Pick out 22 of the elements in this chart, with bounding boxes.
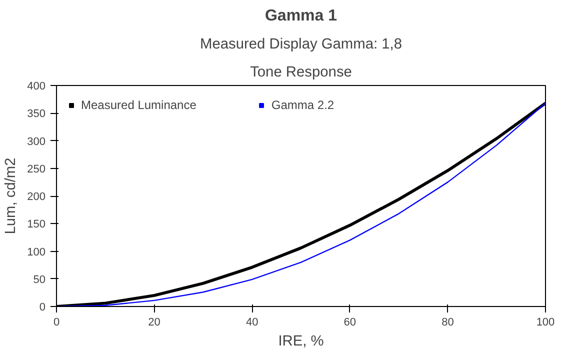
x-tick-label: 20 xyxy=(148,316,160,328)
y-tick-label: 100 xyxy=(27,246,46,258)
y-tick-label: 0 xyxy=(39,302,46,314)
x-tick-label: 40 xyxy=(246,316,258,328)
y-tick-label: 300 xyxy=(27,136,46,148)
x-tick-label: 100 xyxy=(536,316,555,328)
legend-label: Gamma 2.2 xyxy=(271,98,334,112)
chart-subtitle: Measured Display Gamma: 1,8 xyxy=(200,36,402,52)
y-tick-label: 350 xyxy=(27,108,46,120)
x-tick-label: 60 xyxy=(344,316,356,328)
y-tick-label: 250 xyxy=(27,163,46,176)
x-tick-label: 80 xyxy=(442,316,454,328)
y-tick-label: 150 xyxy=(27,218,46,231)
chart-title: Gamma 1 xyxy=(264,8,338,24)
text: Tone Response xyxy=(250,64,352,80)
y-axis-title: Lum, cd/m2 xyxy=(3,158,20,234)
y-tick-label: 50 xyxy=(33,274,46,286)
x-tick-label: 0 xyxy=(53,316,60,328)
x-axis-title: IRE, % xyxy=(278,334,324,350)
y-tick-label: 400 xyxy=(27,80,46,92)
y-tick-label: 200 xyxy=(27,191,46,203)
legend-label: Measured Luminance xyxy=(81,98,196,112)
